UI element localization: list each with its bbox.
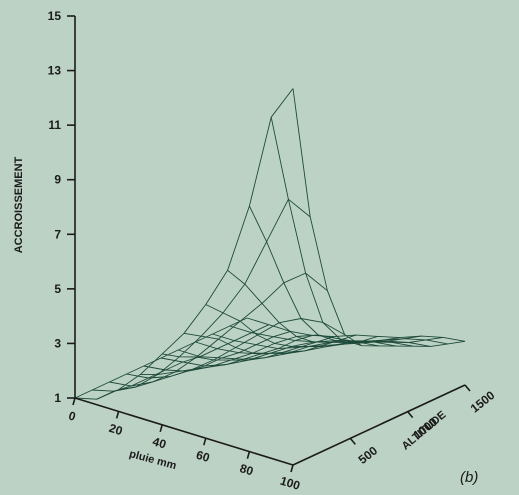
mesh-line-pluie-40 [162,336,335,361]
mesh-line-pluie-50 [183,332,357,354]
x-tick-mark-40 [159,424,163,433]
x-tick-mark-100 [290,464,294,473]
y-axis-title: ALTITUDE [400,409,449,453]
mesh-line-pluie-80 [248,205,422,342]
z-tick-label-3: 3 [54,336,61,350]
y-axis-line [292,384,466,466]
x-tick-mark-80 [246,451,251,459]
mesh-line-pluie-10 [96,324,269,400]
z-tick-label-13: 13 [48,64,62,78]
mesh-line-pluie-30 [140,334,313,376]
z-tick-label-9: 9 [54,173,61,187]
mesh-line-altitude-150 [92,198,311,392]
y-tick-mark-1000 [407,411,414,419]
mesh-line-pluie-20 [118,330,291,391]
x-tick-mark-20 [115,411,120,419]
x-tick-mark-60 [203,437,207,446]
x-tick-mark-0 [72,397,76,406]
z-axis-title: ACCROISSEMENT [13,156,25,253]
panel-label: (b) [460,469,478,486]
x-tick-label-40: 40 [151,434,168,451]
x-tick-label-20: 20 [107,421,124,438]
y-tick-label-500: 500 [356,443,381,467]
mesh-line-pluie-0 [74,317,248,399]
x-tick-label-60: 60 [195,448,212,465]
y-tick-mark-500 [349,437,356,445]
mesh-line-pluie-60 [205,304,378,348]
mesh-line-altitude-300 [109,272,328,387]
x-axis-title: pluie mm [128,448,178,472]
x-tick-label-0: 0 [67,409,78,424]
x-axis-line [74,397,294,466]
chart-axes [74,16,466,466]
mesh-line-pluie-90 [270,117,444,343]
x-tick-label-80: 80 [238,461,255,478]
z-tick-label-11: 11 [48,118,61,132]
z-tick-label-1: 1 [54,391,61,405]
z-tick-label-15: 15 [48,9,62,23]
mesh-line-altitude-900 [178,340,397,360]
y-tick-label-1500: 1500 [468,388,498,416]
surface-mesh [74,88,466,400]
mesh-line-pluie-100 [292,88,466,347]
x-tick-label-100: 100 [279,474,303,490]
y-tick-mark-1500 [464,384,471,392]
z-tick-label-5: 5 [54,282,61,296]
z-tick-label-7: 7 [54,227,61,241]
